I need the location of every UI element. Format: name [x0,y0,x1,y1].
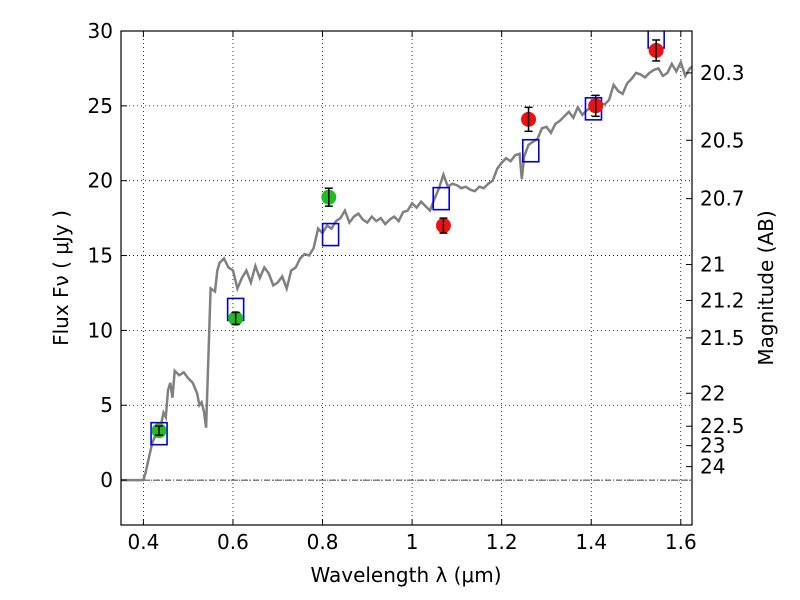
observed-photometry-points [151,39,664,439]
magnitude-tick-label: 21.2 [700,288,745,312]
x-tick-label: 1.6 [665,530,697,554]
x-axis-title: Wavelength λ (μm) [310,563,501,587]
x-tick-label: 0.4 [127,530,159,554]
magnitude-tick-label: 22.5 [700,414,745,438]
magnitude-tick-label: 22 [700,381,725,405]
y-tick-label: 5 [100,393,113,417]
x-tick-label: 1.4 [575,530,607,554]
y-tick-label: 10 [88,318,113,342]
y-tick-label: 15 [88,244,113,268]
magnitude-tick-label: 21.5 [700,326,745,350]
plot-background [121,31,692,525]
x-tick-label: 1.2 [486,530,518,554]
model-photometry-box [432,186,451,211]
magnitude-axis-title: Magnitude (AB) [754,210,778,365]
y-tick-label: 25 [88,94,113,118]
magnitude-tick-label: 20.5 [700,128,745,152]
x-axis-ticks: 0.4 0.6 0.8 1 1.2 1.4 1.6 [127,31,697,554]
magnitude-tick-label: 20.7 [700,187,745,211]
y-tick-label: 20 [88,169,113,193]
magnitude-tick-label: 23 [700,434,725,458]
x-tick-label: 1 [406,530,419,554]
x-tick-label: 0.8 [307,530,339,554]
magnitude-tick-label: 24 [700,455,725,479]
y-tick-label: 0 [100,468,113,492]
x-tick-label: 0.6 [217,530,249,554]
y-axis-ticks: 0 5 10 15 20 25 30 [88,19,127,492]
magnitude-tick-label: 20.3 [700,61,745,85]
magnitude-tick-label: 21 [700,253,725,277]
y-axis-title: Flux Fν ( μJy ) [49,210,73,346]
y-tick-label: 30 [88,19,113,43]
plot-frame [120,30,693,526]
model-photometry-box [150,421,168,446]
model-photometry-box [321,222,340,247]
model-photometry-box [521,138,540,163]
